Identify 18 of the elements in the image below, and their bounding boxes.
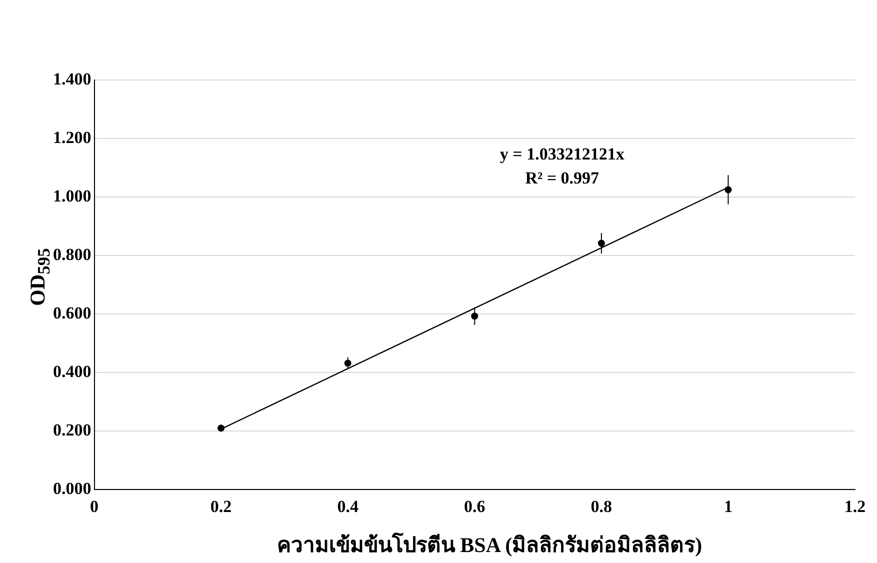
y-tick-label: 0.000: [53, 478, 92, 498]
x-tick-label: 0.6: [464, 497, 486, 516]
x-tick-label: 1: [724, 497, 732, 516]
y-tick-label: 0.800: [53, 244, 92, 264]
annotation: y = 1.033212121x: [500, 144, 625, 164]
y-tick-label: 1.000: [53, 186, 92, 206]
x-tick-label: 0.4: [337, 497, 359, 516]
y-tick-label: 1.400: [53, 69, 92, 88]
x-tick-label: 0.2: [210, 497, 232, 516]
y-tick-label: 0.400: [53, 362, 92, 381]
x-tick-label: 0: [90, 497, 98, 516]
x-tick-label: 1.2: [844, 497, 866, 516]
y-tick-label: 0.200: [53, 420, 92, 440]
x-axis-title: ความเข้มข้นโปรตีน BSA (มิลลิกรัมต่อมิลลิลิตร): [276, 532, 704, 559]
y-tick-label: 1.200: [53, 128, 92, 147]
y-tick-label: 0.600: [53, 303, 92, 322]
x-tick-label: 0.8: [590, 497, 612, 516]
annotation: R² = 0.997: [525, 168, 600, 188]
